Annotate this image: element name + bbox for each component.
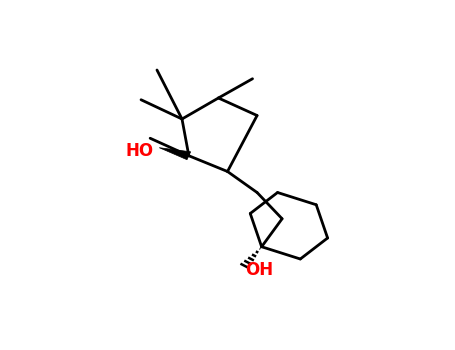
Text: HO: HO [126,141,154,160]
Text: OH: OH [245,261,273,279]
Polygon shape [159,148,191,160]
